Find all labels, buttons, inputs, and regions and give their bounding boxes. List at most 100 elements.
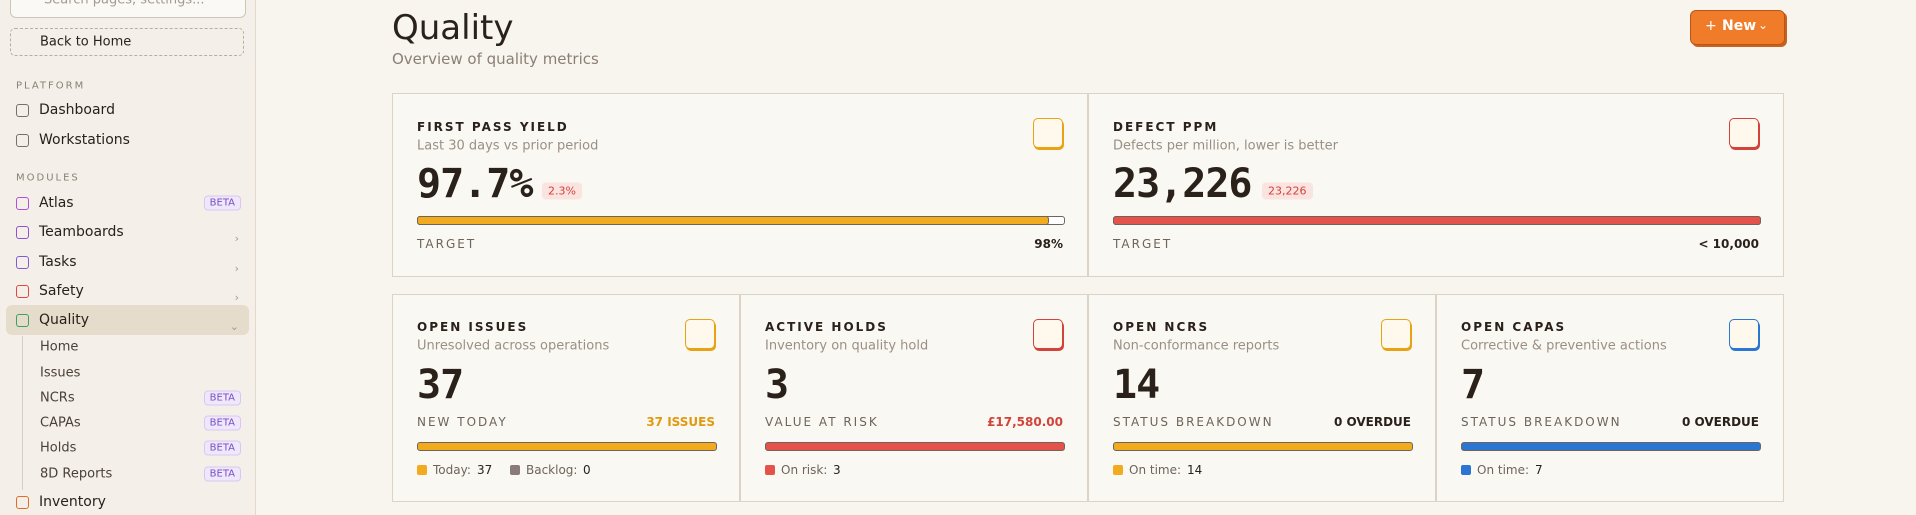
footer-value: £17,580.00 xyxy=(987,415,1063,429)
footer-value: 0 OVERDUE xyxy=(1333,415,1411,429)
nav-icon xyxy=(16,256,29,269)
search-box[interactable] xyxy=(10,0,246,18)
nav-item[interactable]: Inventory xyxy=(39,494,106,510)
badge: BETA xyxy=(203,195,241,211)
card-icon xyxy=(1729,319,1759,349)
change-badge: 23,226 xyxy=(1262,182,1313,200)
nav-icon xyxy=(16,496,29,509)
progress-bar xyxy=(1461,442,1761,451)
nav-subitem[interactable]: Issues xyxy=(40,365,81,381)
back-button[interactable] xyxy=(10,28,244,56)
footer-label: STATUS BREAKDOWN xyxy=(1113,415,1274,429)
footer-value: 98% xyxy=(1034,237,1063,251)
legend-label: Today: xyxy=(433,463,471,477)
page-subtitle: Overview of quality metrics xyxy=(392,50,599,68)
card-label: ACTIVE HOLDS xyxy=(765,320,888,334)
card-label: FIRST PASS YIELD xyxy=(417,120,569,134)
legend-swatch xyxy=(765,465,775,475)
tree-line xyxy=(22,336,23,490)
card-description: Inventory on quality hold xyxy=(765,338,929,354)
metric-value: 3 xyxy=(765,362,789,408)
change-badge: 2.3% xyxy=(542,182,582,200)
footer-value: 37 ISSUES xyxy=(646,415,715,429)
footer-label: STATUS BREAKDOWN xyxy=(1461,415,1622,429)
legend-label: On risk: xyxy=(781,463,828,477)
nav-icon xyxy=(16,285,29,298)
legend-swatch xyxy=(417,465,427,475)
section-heading: PLATFORM xyxy=(16,80,86,92)
page-title: Quality xyxy=(392,8,514,48)
nav-icon xyxy=(16,134,29,147)
legend-value: 14 xyxy=(1187,463,1203,477)
footer-label: NEW TODAY xyxy=(417,415,508,429)
metric-value: 97.7% xyxy=(417,161,533,207)
card-description: Corrective & preventive actions xyxy=(1461,338,1667,354)
section-heading: MODULES xyxy=(16,172,80,184)
metric-value: 37 xyxy=(417,362,464,408)
metric-card: OPEN NCRS Non-conformance reports 14 STATUS… xyxy=(1088,294,1436,502)
nav-subitem[interactable]: Home xyxy=(40,339,79,355)
footer-label: TARGET xyxy=(1113,237,1173,251)
progress-bar xyxy=(417,442,717,451)
back-label: Back to Home xyxy=(40,34,132,50)
sidebar: Search pages, settings... Back to Home PLA… xyxy=(0,0,256,515)
badge: BETA xyxy=(203,466,241,482)
card-icon xyxy=(685,319,715,349)
legend-label: Backlog: xyxy=(526,463,578,477)
legend-label: On time: xyxy=(1477,463,1530,477)
chevron: › xyxy=(234,262,239,275)
chevron: › xyxy=(234,291,239,304)
legend-value: 37 xyxy=(477,463,493,477)
metric-value: 23,226 xyxy=(1113,161,1252,207)
nav-subitem[interactable]: Holds xyxy=(40,440,77,456)
metric-card: OPEN CAPAS Corrective & preventive action… xyxy=(1436,294,1784,502)
card-label: DEFECT PPM xyxy=(1113,120,1219,134)
chevron: › xyxy=(234,232,239,245)
new-button[interactable] xyxy=(1690,10,1785,45)
legend-swatch xyxy=(1461,465,1471,475)
card-icon xyxy=(1381,319,1411,349)
nav-item[interactable]: Workstations xyxy=(39,132,130,148)
nav-subitem[interactable]: CAPAs xyxy=(40,415,81,431)
progress-fill xyxy=(417,216,1049,225)
card-icon xyxy=(1033,118,1063,148)
footer-label: VALUE AT RISK xyxy=(765,415,879,429)
legend-value: 3 xyxy=(833,463,841,477)
legend-value: 0 xyxy=(583,463,591,477)
metric-card: DEFECT PPM Defects per million, lower is … xyxy=(1088,93,1784,277)
nav-icon xyxy=(16,226,29,239)
new-button-chevron: ⌄ xyxy=(1758,18,1769,32)
metric-card: FIRST PASS YIELD Last 30 days vs prior pe… xyxy=(392,93,1088,277)
progress-fill xyxy=(1113,216,1761,225)
new-button-icon: + xyxy=(1705,18,1717,34)
legend-swatch xyxy=(510,465,520,475)
active-item xyxy=(6,305,249,335)
card-description: Defects per million, lower is better xyxy=(1113,138,1339,154)
nav-item[interactable]: Quality xyxy=(39,312,90,328)
nav-item[interactable]: Atlas xyxy=(39,195,74,211)
legend-swatch xyxy=(1113,465,1123,475)
footer-value: 0 OVERDUE xyxy=(1681,415,1759,429)
nav-item[interactable]: Dashboard xyxy=(39,102,115,118)
nav-item[interactable]: Tasks xyxy=(39,254,77,270)
card-icon xyxy=(1729,118,1759,148)
card-description: Unresolved across operations xyxy=(417,338,610,354)
nav-item[interactable]: Safety xyxy=(39,283,84,299)
card-label: OPEN NCRS xyxy=(1113,320,1210,334)
nav-subitem[interactable]: 8D Reports xyxy=(40,466,113,482)
legend-label: On time: xyxy=(1129,463,1182,477)
nav-item[interactable]: Teamboards xyxy=(39,224,124,240)
badge: BETA xyxy=(203,415,241,431)
metric-card: ACTIVE HOLDS Inventory on quality hold 3 VA… xyxy=(740,294,1088,502)
nav-icon xyxy=(16,197,29,210)
badge: BETA xyxy=(203,440,241,456)
card-description: Non-conformance reports xyxy=(1113,338,1280,354)
nav-icon xyxy=(16,104,29,117)
nav-subitem[interactable]: NCRs xyxy=(40,390,75,406)
badge: BETA xyxy=(203,390,241,406)
legend-value: 7 xyxy=(1535,463,1543,477)
card-label: OPEN ISSUES xyxy=(417,320,529,334)
chevron: ⌄ xyxy=(229,320,239,333)
card-label: OPEN CAPAS xyxy=(1461,320,1567,334)
footer-label: TARGET xyxy=(417,237,477,251)
